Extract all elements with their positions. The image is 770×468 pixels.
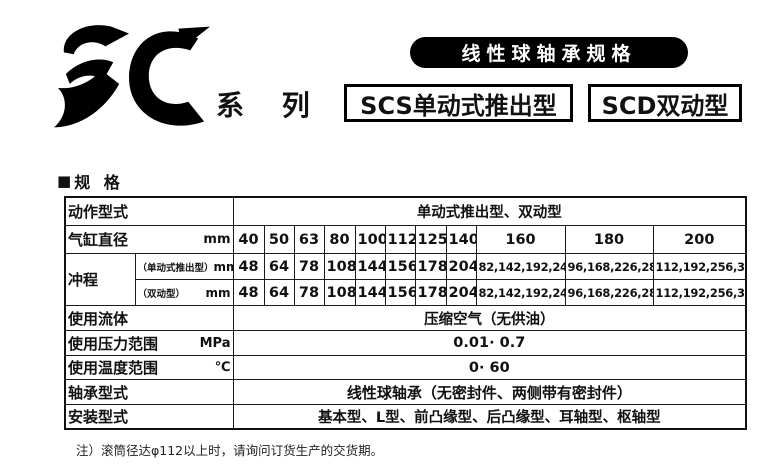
row-stroke-double: （双动型） mm 48 64 78 108 144 156 178 204 82… [65,279,747,306]
stroke-cell: 204 [445,253,477,280]
stroke-cell: 204 [445,279,477,306]
stroke-cell: 144 [354,279,386,306]
stroke-cell: 178 [414,253,447,280]
bore-cell: 80 [323,225,356,254]
stroke-cell: 108 [323,279,356,306]
stroke-cell: 64 [263,279,295,306]
bore-cell: 63 [293,225,325,254]
row-label-bore: 气缸直径 mm [64,225,234,254]
spec-table: 动作型式 单动式推出型、双动型 气缸直径 mm 40 50 63 80 100 … [64,196,748,430]
stroke-double-sublabel: （双动型） mm [134,279,234,306]
stroke-cell: 82,142,192,240 [475,279,566,306]
pressure-label-text: 使用压力范围 [68,334,159,353]
fluid-value: 压缩空气（无供油） [232,305,747,331]
model-box-scd: SCD双动型 [588,84,742,122]
square-bullet-icon: ■ [57,172,72,190]
stroke-cell: 156 [384,253,416,280]
stroke-single-sublabel: （单动式推出型） mm [134,253,234,280]
action-type-value: 单动式推出型、双动型 [232,196,747,226]
sc-logo-strokes [54,25,211,128]
row-label-action: 动作型式 [64,196,234,226]
bore-cell: 112 [384,225,416,254]
temperature-unit: ℃ [214,360,231,375]
stroke-single-unit: mm [213,259,232,274]
row-bearing-type: 轴承型式 线性球轴承（无密封件、两侧带有密封件） [64,379,747,405]
spec-section-heading: ■ 规 格 [57,169,124,193]
stroke-cell: 156 [384,279,416,306]
row-fluid: 使用流体 压缩空气（无供油） [64,305,747,331]
stroke-cell: 64 [263,253,295,280]
bore-cell: 200 [652,225,747,254]
row-label-temperature: 使用温度范围 ℃ [64,355,234,380]
row-label-mount: 安装型式 [64,404,234,430]
footer-note: 注）滚筒径达φ112以上时，请询问订货生产的交货期。 [76,443,384,458]
bore-cell: 100 [354,225,386,254]
bore-unit: mm [203,232,231,247]
bearing-type-value: 线性球轴承（无密封件、两侧带有密封件） [232,379,747,405]
stroke-cell: 96,168,226,280 [564,253,654,280]
spec-section-title: 规 格 [74,173,124,192]
bore-cell: 125 [414,225,447,254]
model-box-scs: SCS单动式推出型 [344,84,573,122]
stroke-cell: 48 [232,279,265,306]
row-label-pressure: 使用压力范围 MPa [64,330,234,356]
stroke-cell: 82,142,192,240 [475,253,566,280]
sc-logo [54,25,211,128]
bore-cell: 40 [232,225,265,254]
row-action-type: 动作型式 单动式推出型、双动型 [64,196,747,226]
stroke-cell: 78 [293,253,325,280]
stroke-cell: 96,168,226,280 [564,279,654,306]
bearing-spec-badge: 线性球轴承规格 [410,37,688,68]
bore-cell: 140 [445,225,477,254]
stroke-cell: 78 [293,279,325,306]
mount-type-value: 基本型、L型、前凸缘型、后凸缘型、耳轴型、枢轴型 [232,404,747,430]
stroke-cell: 144 [354,253,386,280]
stroke-cell: 108 [323,253,356,280]
stroke-double-unit: mm [205,285,231,300]
row-label-fluid: 使用流体 [64,305,234,331]
bore-label-text: 气缸直径 [68,231,129,249]
row-stroke-single: 冲程 （单动式推出型） mm 48 64 78 108 144 156 178 … [64,253,747,306]
stroke-cell: 112,192,256,320 [652,253,747,280]
row-pressure: 使用压力范围 MPa 0.01· 0.7 [64,330,747,356]
row-label-stroke: 冲程 [64,253,136,306]
stroke-double-sublabel-text: （双动型） [137,288,186,300]
row-bore-diameter: 气缸直径 mm 40 50 63 80 100 112 125 140 160 … [64,225,747,254]
pressure-value: 0.01· 0.7 [232,330,747,356]
row-temperature: 使用温度范围 ℃ 0· 60 [64,355,747,380]
series-label: 系 列 [216,89,324,122]
stroke-cell: 112,192,256,320 [652,279,747,306]
bore-cell: 160 [475,225,566,254]
stroke-cell: 178 [414,279,447,306]
pressure-unit: MPa [199,335,231,351]
stroke-cell: 48 [232,253,265,280]
row-mount-type: 安装型式 基本型、L型、前凸缘型、后凸缘型、耳轴型、枢轴型 [64,404,747,430]
temperature-value: 0· 60 [232,355,747,380]
stroke-single-sublabel-text: （单动式推出型） [137,262,214,274]
bore-cell: 180 [564,225,654,254]
row-label-bearing: 轴承型式 [64,379,234,405]
temperature-label-text: 使用温度范围 [68,359,159,377]
bore-cell: 50 [263,225,295,254]
